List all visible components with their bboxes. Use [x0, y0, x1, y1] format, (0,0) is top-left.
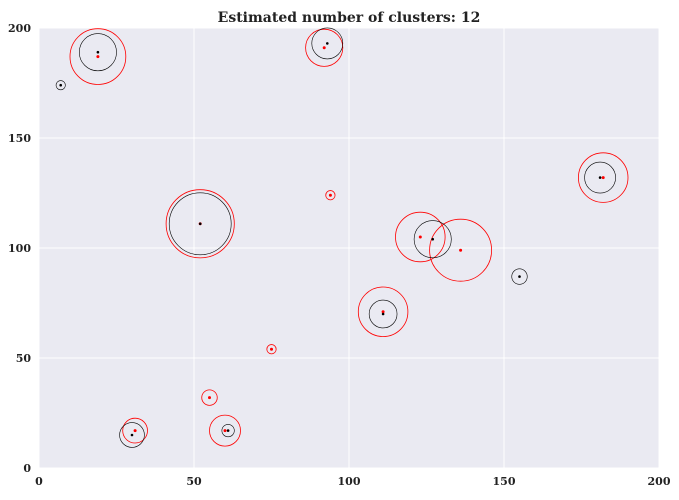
estimated-cluster-center-4 [418, 235, 422, 239]
estimated-cluster-circle-10 [122, 417, 148, 444]
estimated-cluster-circle-7 [357, 286, 409, 337]
x-tick-label-3: 150 [493, 475, 516, 488]
x-tick-label-4: 200 [648, 475, 671, 488]
reference-cluster-circle-1 [311, 27, 344, 60]
x-tick-label-0: 0 [35, 475, 43, 488]
reference-cluster-center-6 [518, 275, 521, 278]
reference-cluster-circle-4 [413, 220, 452, 259]
y-tick-label-2: 100 [8, 242, 31, 255]
estimated-cluster-center-7 [381, 310, 385, 314]
y-tick-label-4: 200 [8, 22, 31, 35]
reference-cluster-circle-3 [168, 192, 232, 256]
estimated-cluster-center-9 [208, 396, 211, 400]
estimated-cluster-circle-11 [209, 414, 241, 447]
reference-cluster-center-7 [381, 312, 385, 316]
reference-cluster-circle-2 [55, 80, 66, 91]
x-tick-label-2: 100 [338, 475, 361, 488]
estimated-cluster-circle-5 [429, 218, 493, 282]
estimated-cluster-circle-0 [69, 28, 127, 85]
estimated-cluster-center-6 [601, 176, 605, 180]
reference-cluster-center-2 [59, 83, 62, 87]
estimated-cluster-circle-3 [165, 189, 235, 259]
estimated-cluster-center-0 [96, 55, 100, 59]
estimated-cluster-center-8 [270, 347, 273, 351]
reference-cluster-center-1 [326, 42, 329, 45]
reference-cluster-circle-8 [119, 422, 145, 448]
estimated-cluster-circle-9 [201, 389, 218, 406]
x-tick-label-1: 50 [186, 475, 202, 488]
reference-cluster-center-3 [198, 222, 202, 226]
reference-clusters [55, 27, 616, 448]
reference-cluster-center-5 [598, 176, 602, 179]
estimated-cluster-circle-4 [395, 211, 446, 263]
y-tick-label-1: 50 [16, 352, 32, 365]
estimated-cluster-circle-6 [578, 152, 629, 203]
tick-labels: 0 50 100 150 200 0 50 100 150 200 [8, 22, 671, 488]
reference-cluster-circle-6 [511, 268, 528, 285]
estimated-cluster-center-11 [223, 429, 227, 433]
reference-cluster-center-8 [130, 433, 134, 437]
reference-cluster-circle-0 [79, 33, 117, 72]
estimated-cluster-center-10 [133, 429, 137, 433]
estimated-cluster-circle-1 [305, 28, 344, 67]
reference-cluster-circle-5 [584, 161, 616, 194]
estimated-cluster-center-1 [322, 46, 326, 50]
reference-cluster-circle-7 [368, 299, 398, 329]
reference-cluster-circle-9 [221, 424, 235, 438]
reference-cluster-center-9 [226, 429, 230, 432]
y-tick-label-3: 150 [8, 132, 31, 145]
estimated-cluster-center-2 [328, 193, 332, 197]
reference-cluster-center-0 [96, 50, 100, 54]
estimated-cluster-circle-2 [325, 190, 336, 201]
grid-lines [38, 27, 660, 469]
chart-title: Estimated number of clusters: 12 [218, 10, 481, 26]
reference-cluster-center-4 [431, 237, 435, 241]
estimated-cluster-circle-8 [266, 344, 277, 355]
estimated-cluster-center-5 [459, 248, 463, 252]
y-tick-label-0: 0 [23, 462, 31, 475]
